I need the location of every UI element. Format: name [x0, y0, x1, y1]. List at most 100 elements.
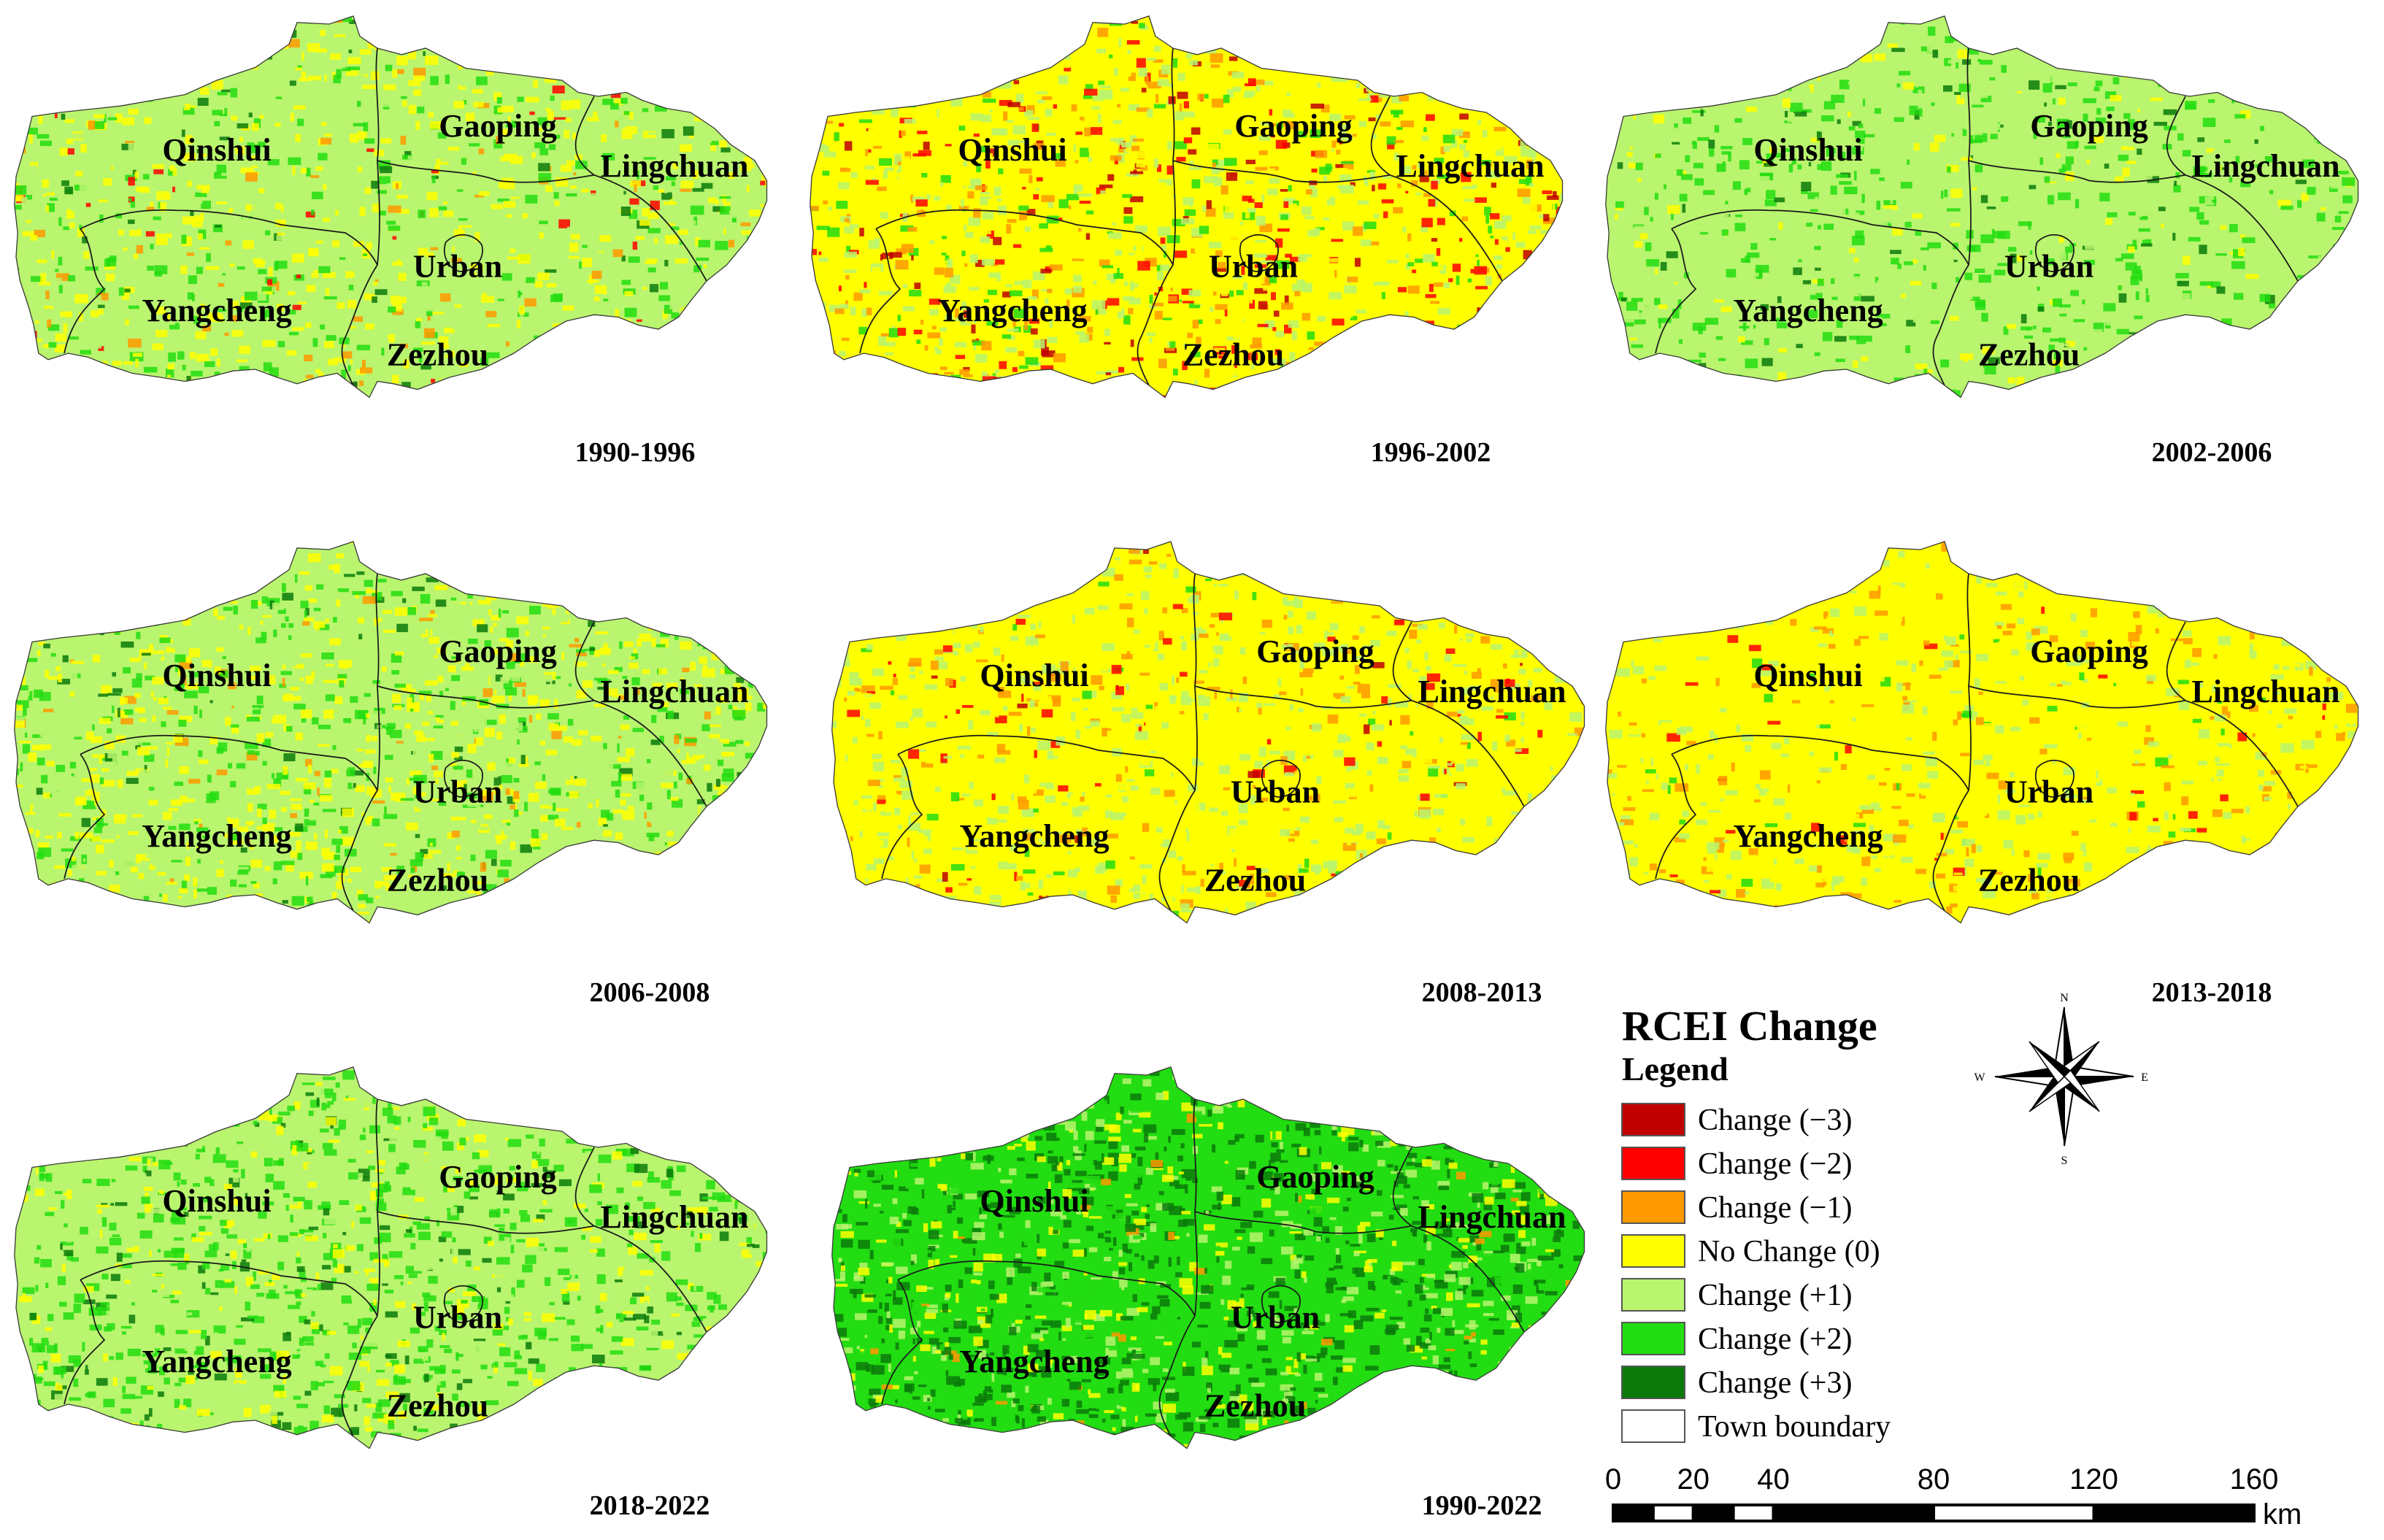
county-label-urban: Urban: [1231, 1300, 1320, 1336]
county-label-lingchuan: Lingchuan: [601, 674, 749, 709]
scale-tick-label: 120: [2069, 1463, 2118, 1495]
county-label-lingchuan: Lingchuan: [1418, 674, 1566, 709]
county-label-urban: Urban: [413, 249, 502, 285]
county-label-lingchuan: Lingchuan: [2192, 148, 2340, 184]
compass-s-label: S: [2061, 1155, 2068, 1167]
legend-item-label: Change (+1): [1698, 1279, 1852, 1312]
period-label: 2008-2013: [1422, 977, 1542, 1008]
study-area-outline: [14, 541, 768, 924]
county-boundaries: [881, 573, 1525, 912]
legend-swatch-change_m1: [1621, 1190, 1685, 1224]
scale-bar-segment: [1731, 1504, 1775, 1522]
county-label-yangcheng: Yangcheng: [142, 818, 291, 854]
map-base-fill: [831, 1067, 1585, 1449]
legend-swatch-change_p1: [1621, 1278, 1685, 1312]
county-label-zezhou: Zezhou: [387, 1388, 488, 1424]
compass-n-label: N: [2060, 992, 2069, 1004]
county-label-qinshui: Qinshui: [1753, 132, 1862, 168]
county-label-urban: Urban: [2004, 249, 2093, 285]
county-label-lingchuan: Lingchuan: [601, 1199, 749, 1235]
county-label-lingchuan: Lingchuan: [601, 148, 749, 184]
county-label-yangcheng: Yangcheng: [1733, 818, 1883, 854]
study-area-outline: [14, 1066, 768, 1449]
county-label-yangcheng: Yangcheng: [959, 1344, 1109, 1379]
county-label-gaoping: Gaoping: [1256, 1159, 1374, 1195]
scale-bar-segment: [1772, 1504, 1935, 1522]
period-label: 2013-2018: [2152, 977, 2272, 1008]
scale-bar-segment: [1691, 1504, 1735, 1522]
county-label-zezhou: Zezhou: [1978, 337, 2080, 373]
period-label: 2002-2006: [2152, 437, 2272, 468]
scale-bar-segment: [1651, 1504, 1695, 1522]
legend-item-label: No Change (0): [1698, 1235, 1880, 1268]
scale-tick-label: 0: [1605, 1463, 1621, 1495]
legend-swatch-change_m3: [1621, 1103, 1685, 1136]
county-boundaries: [64, 573, 707, 912]
scale-unit: km: [2263, 1498, 2302, 1531]
map-base-fill: [1605, 542, 2358, 923]
county-boundaries: [64, 47, 707, 386]
county-label-gaoping: Gaoping: [439, 634, 556, 669]
scale-bar-segment: [1932, 1504, 2096, 1522]
county-boundaries: [881, 1098, 1525, 1437]
north-arrow-compass: N S E W: [1974, 992, 2147, 1167]
county-label-lingchuan: Lingchuan: [1396, 148, 1545, 184]
legend-item-label: Change (−2): [1698, 1147, 1852, 1181]
legend-swatch-town_boundary: [1621, 1409, 1685, 1443]
county-boundaries: [859, 47, 1503, 386]
county-label-yangcheng: Yangcheng: [1733, 293, 1883, 328]
scale-bar-segment: [1612, 1504, 1655, 1522]
county-label-lingchuan: Lingchuan: [1418, 1199, 1566, 1235]
map-base-fill: [810, 16, 1563, 398]
county-label-gaoping: Gaoping: [2030, 634, 2147, 669]
legend-item-label: Change (+3): [1698, 1366, 1852, 1400]
scale-tick-label: 40: [1757, 1463, 1790, 1495]
scale-tick-label: 20: [1677, 1463, 1710, 1495]
rcei-change-raster: [810, 16, 1563, 398]
county-label-zezhou: Zezhou: [1204, 1388, 1306, 1424]
legend-item-label: Change (+2): [1698, 1323, 1852, 1356]
county-label-yangcheng: Yangcheng: [937, 293, 1087, 328]
county-label-gaoping: Gaoping: [1256, 634, 1374, 669]
legend-title: RCEI Change: [1622, 1002, 1877, 1050]
county-label-urban: Urban: [2004, 774, 2093, 810]
map-panel: Qinshui Gaoping Lingchuan Urban Yangcheng Zez…: [14, 15, 768, 399]
county-label-yangcheng: Yangcheng: [959, 818, 1109, 854]
legend-swatch-no_change: [1621, 1234, 1685, 1268]
map-panel: Qinshui Gaoping Lingchuan Urban Yangcheng Zez…: [810, 15, 1564, 399]
county-label-gaoping: Gaoping: [439, 1159, 556, 1195]
county-label-zezhou: Zezhou: [387, 337, 488, 373]
county-label-qinshui: Qinshui: [1753, 658, 1862, 693]
legend-swatch-change_m2: [1621, 1147, 1685, 1180]
map-panel: Qinshui Gaoping Lingchuan Urban Yangcheng Zez…: [831, 541, 1585, 924]
period-label: 2006-2008: [590, 977, 710, 1008]
map-base-fill: [831, 542, 1585, 923]
scale-bar-segment: [2092, 1504, 2256, 1522]
county-label-zezhou: Zezhou: [1204, 863, 1306, 898]
map-panel: Qinshui Gaoping Lingchuan Urban Yangcheng Zez…: [1605, 541, 2359, 924]
compass-w-label: W: [1974, 1071, 1985, 1084]
county-boundaries: [1655, 47, 2299, 386]
scale-tick-label: 160: [2230, 1463, 2279, 1495]
county-label-qinshui: Qinshui: [162, 658, 271, 693]
map-panel: Qinshui Gaoping Lingchuan Urban Yangcheng Zez…: [14, 1066, 768, 1449]
study-area-outline: [831, 1066, 1585, 1449]
legend-item-label: Change (−3): [1698, 1104, 1852, 1137]
county-label-zezhou: Zezhou: [1183, 337, 1284, 373]
study-area-outline: [831, 541, 1585, 924]
county-boundaries: [64, 1098, 707, 1437]
study-area-outline: [1605, 15, 2359, 399]
legend-item-label: Change (−1): [1698, 1191, 1852, 1225]
map-panel: Qinshui Gaoping Lingchuan Urban Yangcheng Zez…: [14, 541, 768, 924]
county-label-urban: Urban: [1209, 249, 1298, 285]
legend-subtitle: Legend: [1622, 1050, 1729, 1087]
legend-item-label: Town boundary: [1698, 1410, 1891, 1444]
county-label-urban: Urban: [413, 1300, 502, 1336]
county-label-gaoping: Gaoping: [439, 108, 556, 144]
county-label-gaoping: Gaoping: [2030, 108, 2147, 144]
compass-e-label: E: [2141, 1071, 2148, 1084]
county-label-qinshui: Qinshui: [980, 658, 1088, 693]
county-label-yangcheng: Yangcheng: [142, 293, 291, 328]
